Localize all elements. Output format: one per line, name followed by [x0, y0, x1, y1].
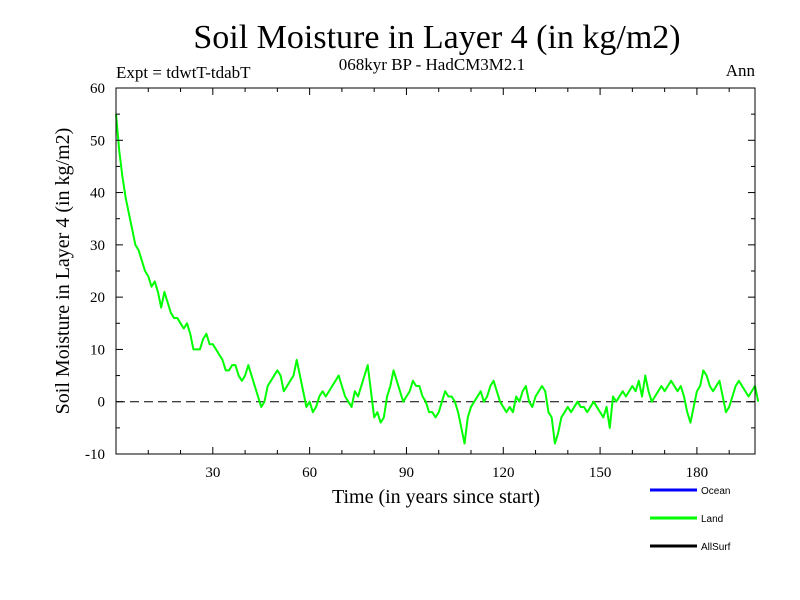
chart-subtitle: 068kyr BP - HadCM3M2.1 — [339, 55, 525, 74]
y-tick-label: 20 — [90, 290, 105, 306]
x-axis-label: Time (in years since start) — [332, 486, 540, 508]
plot-area — [115, 114, 760, 445]
y-axis-label: Soil Moisture in Layer 4 (in kg/m2) — [52, 128, 74, 415]
y-tick-label: 10 — [90, 342, 105, 358]
x-tick-label: 150 — [589, 465, 612, 481]
expt-label: Expt = tdwtT-tdabT — [116, 63, 251, 82]
legend-label-ocean: Ocean — [701, 486, 730, 497]
season-label: Ann — [726, 61, 756, 80]
x-tick-label: 120 — [492, 465, 515, 481]
axis-ticks: 30 60 90 120 150 180 -10 0 10 20 30 40 50 60 — [85, 81, 755, 481]
y-tick-label: 0 — [98, 395, 106, 411]
y-tick-label: 60 — [90, 81, 105, 97]
x-tick-label: 30 — [205, 465, 220, 481]
x-tick-label: 90 — [399, 465, 414, 481]
chart-title: Soil Moisture in Layer 4 (in kg/m2) — [193, 19, 680, 56]
x-tick-label: 180 — [686, 465, 709, 481]
y-tick-label: 50 — [90, 133, 105, 149]
x-tick-label: 60 — [302, 465, 317, 481]
legend-label-land: Land — [701, 514, 723, 525]
plot-frame — [115, 87, 756, 455]
y-tick-label: 30 — [90, 238, 105, 254]
y-tick-label: -10 — [85, 447, 105, 463]
legend-label-allsurf: AllSurf — [701, 542, 731, 553]
legend: Ocean Land AllSurf — [650, 486, 731, 553]
y-tick-label: 40 — [90, 186, 105, 202]
series-line-land — [115, 114, 760, 445]
